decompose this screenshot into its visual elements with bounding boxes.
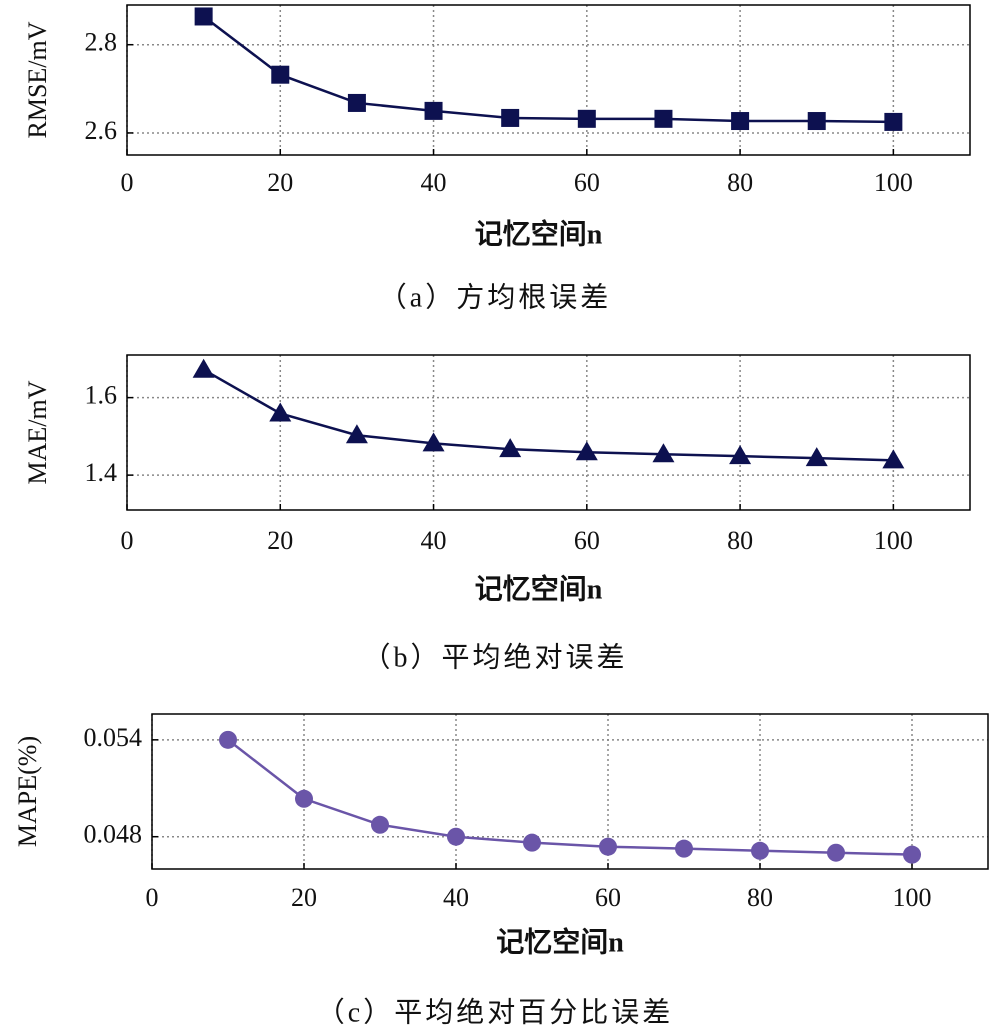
plot-frame — [126, 354, 971, 511]
marker — [424, 101, 443, 120]
caption: （a）方均根误差 — [379, 281, 611, 313]
x-tick-label: 100 — [874, 526, 913, 555]
marker — [523, 833, 541, 852]
marker — [501, 108, 520, 127]
y-axis-label: RMSE/mV — [23, 21, 52, 138]
x-axis-label: 记忆空间n — [496, 925, 624, 958]
x-tick-label: 60 — [574, 526, 600, 555]
y-tick-label: 2.6 — [85, 116, 118, 145]
marker — [345, 424, 368, 444]
x-tick-label: 100 — [874, 168, 913, 197]
caption: （c）平均绝对百分比误差 — [317, 996, 673, 1028]
marker — [751, 841, 769, 860]
marker — [599, 837, 617, 856]
marker — [192, 358, 215, 378]
x-tick-label: 0 — [121, 526, 134, 555]
x-tick-label: 80 — [727, 526, 753, 555]
marker — [347, 93, 366, 112]
x-axis-label: 记忆空间n — [475, 572, 603, 605]
x-axis-label: 记忆空间n — [475, 217, 603, 250]
marker — [731, 112, 750, 131]
data-line — [202, 15, 894, 124]
marker — [577, 109, 596, 128]
y-tick-label: 1.4 — [85, 458, 118, 487]
x-tick-label: 100 — [893, 883, 932, 912]
data-line — [227, 738, 913, 856]
marker — [269, 402, 292, 422]
x-tick-label: 40 — [421, 168, 447, 197]
marker — [499, 438, 522, 458]
marker — [219, 730, 237, 749]
x-tick-label: 60 — [595, 883, 621, 912]
marker — [194, 7, 213, 26]
x-tick-label: 20 — [267, 168, 293, 197]
marker — [575, 441, 598, 461]
marker — [654, 109, 673, 128]
plot-frame — [126, 4, 971, 156]
marker — [422, 432, 445, 452]
marker — [807, 112, 826, 131]
marker — [295, 789, 313, 808]
x-tick-label: 20 — [291, 883, 317, 912]
marker — [652, 443, 675, 463]
marker — [827, 843, 845, 862]
y-tick-label: 0.048 — [84, 820, 143, 849]
marker — [882, 449, 905, 469]
x-tick-label: 40 — [443, 883, 469, 912]
marker — [675, 839, 693, 858]
x-tick-label: 20 — [267, 526, 293, 555]
y-axis-label: MAE/mV — [23, 380, 52, 484]
x-tick-label: 60 — [574, 168, 600, 197]
marker — [271, 65, 290, 84]
y-tick-label: 2.8 — [85, 28, 118, 57]
y-axis-label: MAPE(%) — [13, 736, 42, 847]
x-tick-label: 80 — [727, 168, 753, 197]
marker — [447, 827, 465, 846]
y-tick-label: 1.6 — [85, 381, 118, 410]
x-tick-label: 0 — [121, 168, 134, 197]
marker — [805, 447, 828, 467]
marker — [371, 815, 389, 834]
marker — [884, 112, 903, 131]
data-line — [203, 368, 894, 462]
x-tick-label: 80 — [747, 883, 773, 912]
marker — [903, 845, 921, 864]
y-tick-label: 0.054 — [84, 723, 143, 752]
x-tick-label: 0 — [146, 883, 159, 912]
marker — [729, 445, 752, 465]
x-tick-label: 40 — [421, 526, 447, 555]
caption: （b）平均绝对误差 — [362, 641, 627, 673]
plot-frame — [151, 713, 989, 870]
